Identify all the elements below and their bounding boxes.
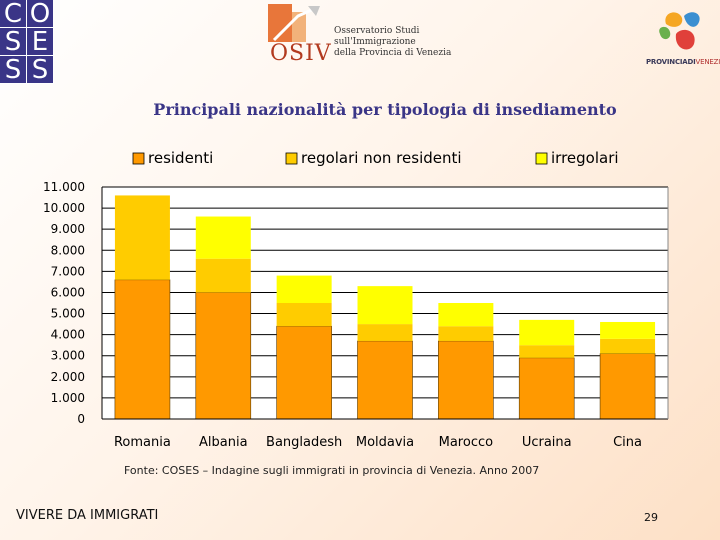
y-tick-label: 11.000 (43, 180, 85, 194)
x-tick-label: Ucraina (522, 435, 572, 450)
x-tick-label: Marocco (439, 435, 493, 450)
x-tick-label: Cina (613, 435, 642, 450)
bar-segment-residenti (357, 340, 413, 420)
bar-segment-residenti (518, 357, 575, 420)
y-tick-label: 6.000 (51, 285, 85, 299)
legend-label: irregolari (551, 149, 619, 167)
legend-label: residenti (148, 149, 213, 167)
y-tick-label: 1.000 (51, 391, 85, 405)
bar-segment-residenti (276, 325, 332, 420)
coses-letter: E (27, 28, 54, 56)
y-tick-label: 5.000 (51, 307, 85, 321)
legend-swatch (285, 152, 298, 165)
provincia-logo-icon (659, 12, 700, 50)
x-tick-label: Albania (199, 435, 248, 450)
y-tick-label: 10.000 (43, 201, 85, 215)
legend-swatch (535, 152, 548, 165)
coses-logo: C O S E S S (0, 0, 54, 84)
bar-segment-regolari-non-residenti (195, 258, 251, 293)
coses-letter: S (0, 56, 27, 84)
x-tick-label: Bangladesh (266, 435, 342, 450)
y-tick-label: 8.000 (51, 243, 85, 257)
x-tick-label: Romania (114, 435, 171, 450)
stacked-bar-chart: 0 1.000 2.000 3.000 4.000 5.000 6.000 7.000 8.00… (43, 149, 669, 450)
bar-segment-irregolari (195, 216, 251, 259)
bar-segment-irregolari (357, 286, 413, 325)
bar-segment-regolari-non-residenti (438, 326, 494, 341)
osiv-line: della Provincia di Venezia (334, 48, 452, 58)
bar-segment-irregolari (276, 275, 332, 303)
bar-segment-irregolari (600, 321, 656, 339)
x-tick-label: Moldavia (356, 435, 414, 450)
footer-title: VIVERE DA IMMIGRATI (16, 508, 159, 523)
page-number: 29 (644, 511, 658, 524)
coses-letter: O (27, 0, 54, 28)
y-tick-label: 3.000 (51, 349, 85, 363)
y-tick-label: 9.000 (51, 222, 85, 236)
osiv-logo-icon (268, 4, 320, 42)
source-note: Fonte: COSES – Indagine sugli immigrati … (124, 464, 540, 477)
legend-swatch (132, 152, 145, 165)
bar-segment-irregolari (438, 303, 494, 327)
legend-label: regolari non residenti (301, 149, 462, 167)
bar-segment-regolari-non-residenti (114, 195, 170, 280)
bar-segment-residenti (438, 340, 494, 420)
bar-segment-residenti (599, 353, 656, 420)
bar-segment-regolari-non-residenti (600, 338, 656, 354)
bar-segment-regolari-non-residenti (276, 303, 332, 327)
provincia-bold: PROVINCIADI (646, 58, 696, 66)
provincia-light: VENEZIA (695, 58, 720, 66)
y-tick-label: 4.000 (51, 328, 85, 342)
bar-segment-regolari-non-residenti (357, 324, 413, 341)
bar-segment-regolari-non-residenti (519, 345, 575, 358)
bar-segment-irregolari (519, 319, 575, 346)
osiv-description: Osservatorio Studi sull'Immigrazione del… (334, 26, 451, 59)
osiv-line: sull'Immigrazione (334, 37, 416, 47)
bar-segment-residenti (195, 292, 252, 420)
provincia-wordmark: PROVINCIADIVENEZIA (646, 58, 720, 66)
coses-letter: C (0, 0, 27, 28)
y-tick-label: 2.000 (51, 370, 85, 384)
osiv-wordmark: OSIV (270, 41, 332, 66)
chart-title: Principali nazionalità per tipologia di … (153, 100, 617, 119)
y-tick-label: 0 (77, 412, 85, 426)
osiv-line: Osservatorio Studi (334, 26, 420, 36)
bar-segment-residenti (114, 279, 171, 420)
y-tick-label: 7.000 (51, 264, 85, 278)
coses-letter: S (27, 56, 54, 84)
coses-letter: S (0, 28, 27, 56)
